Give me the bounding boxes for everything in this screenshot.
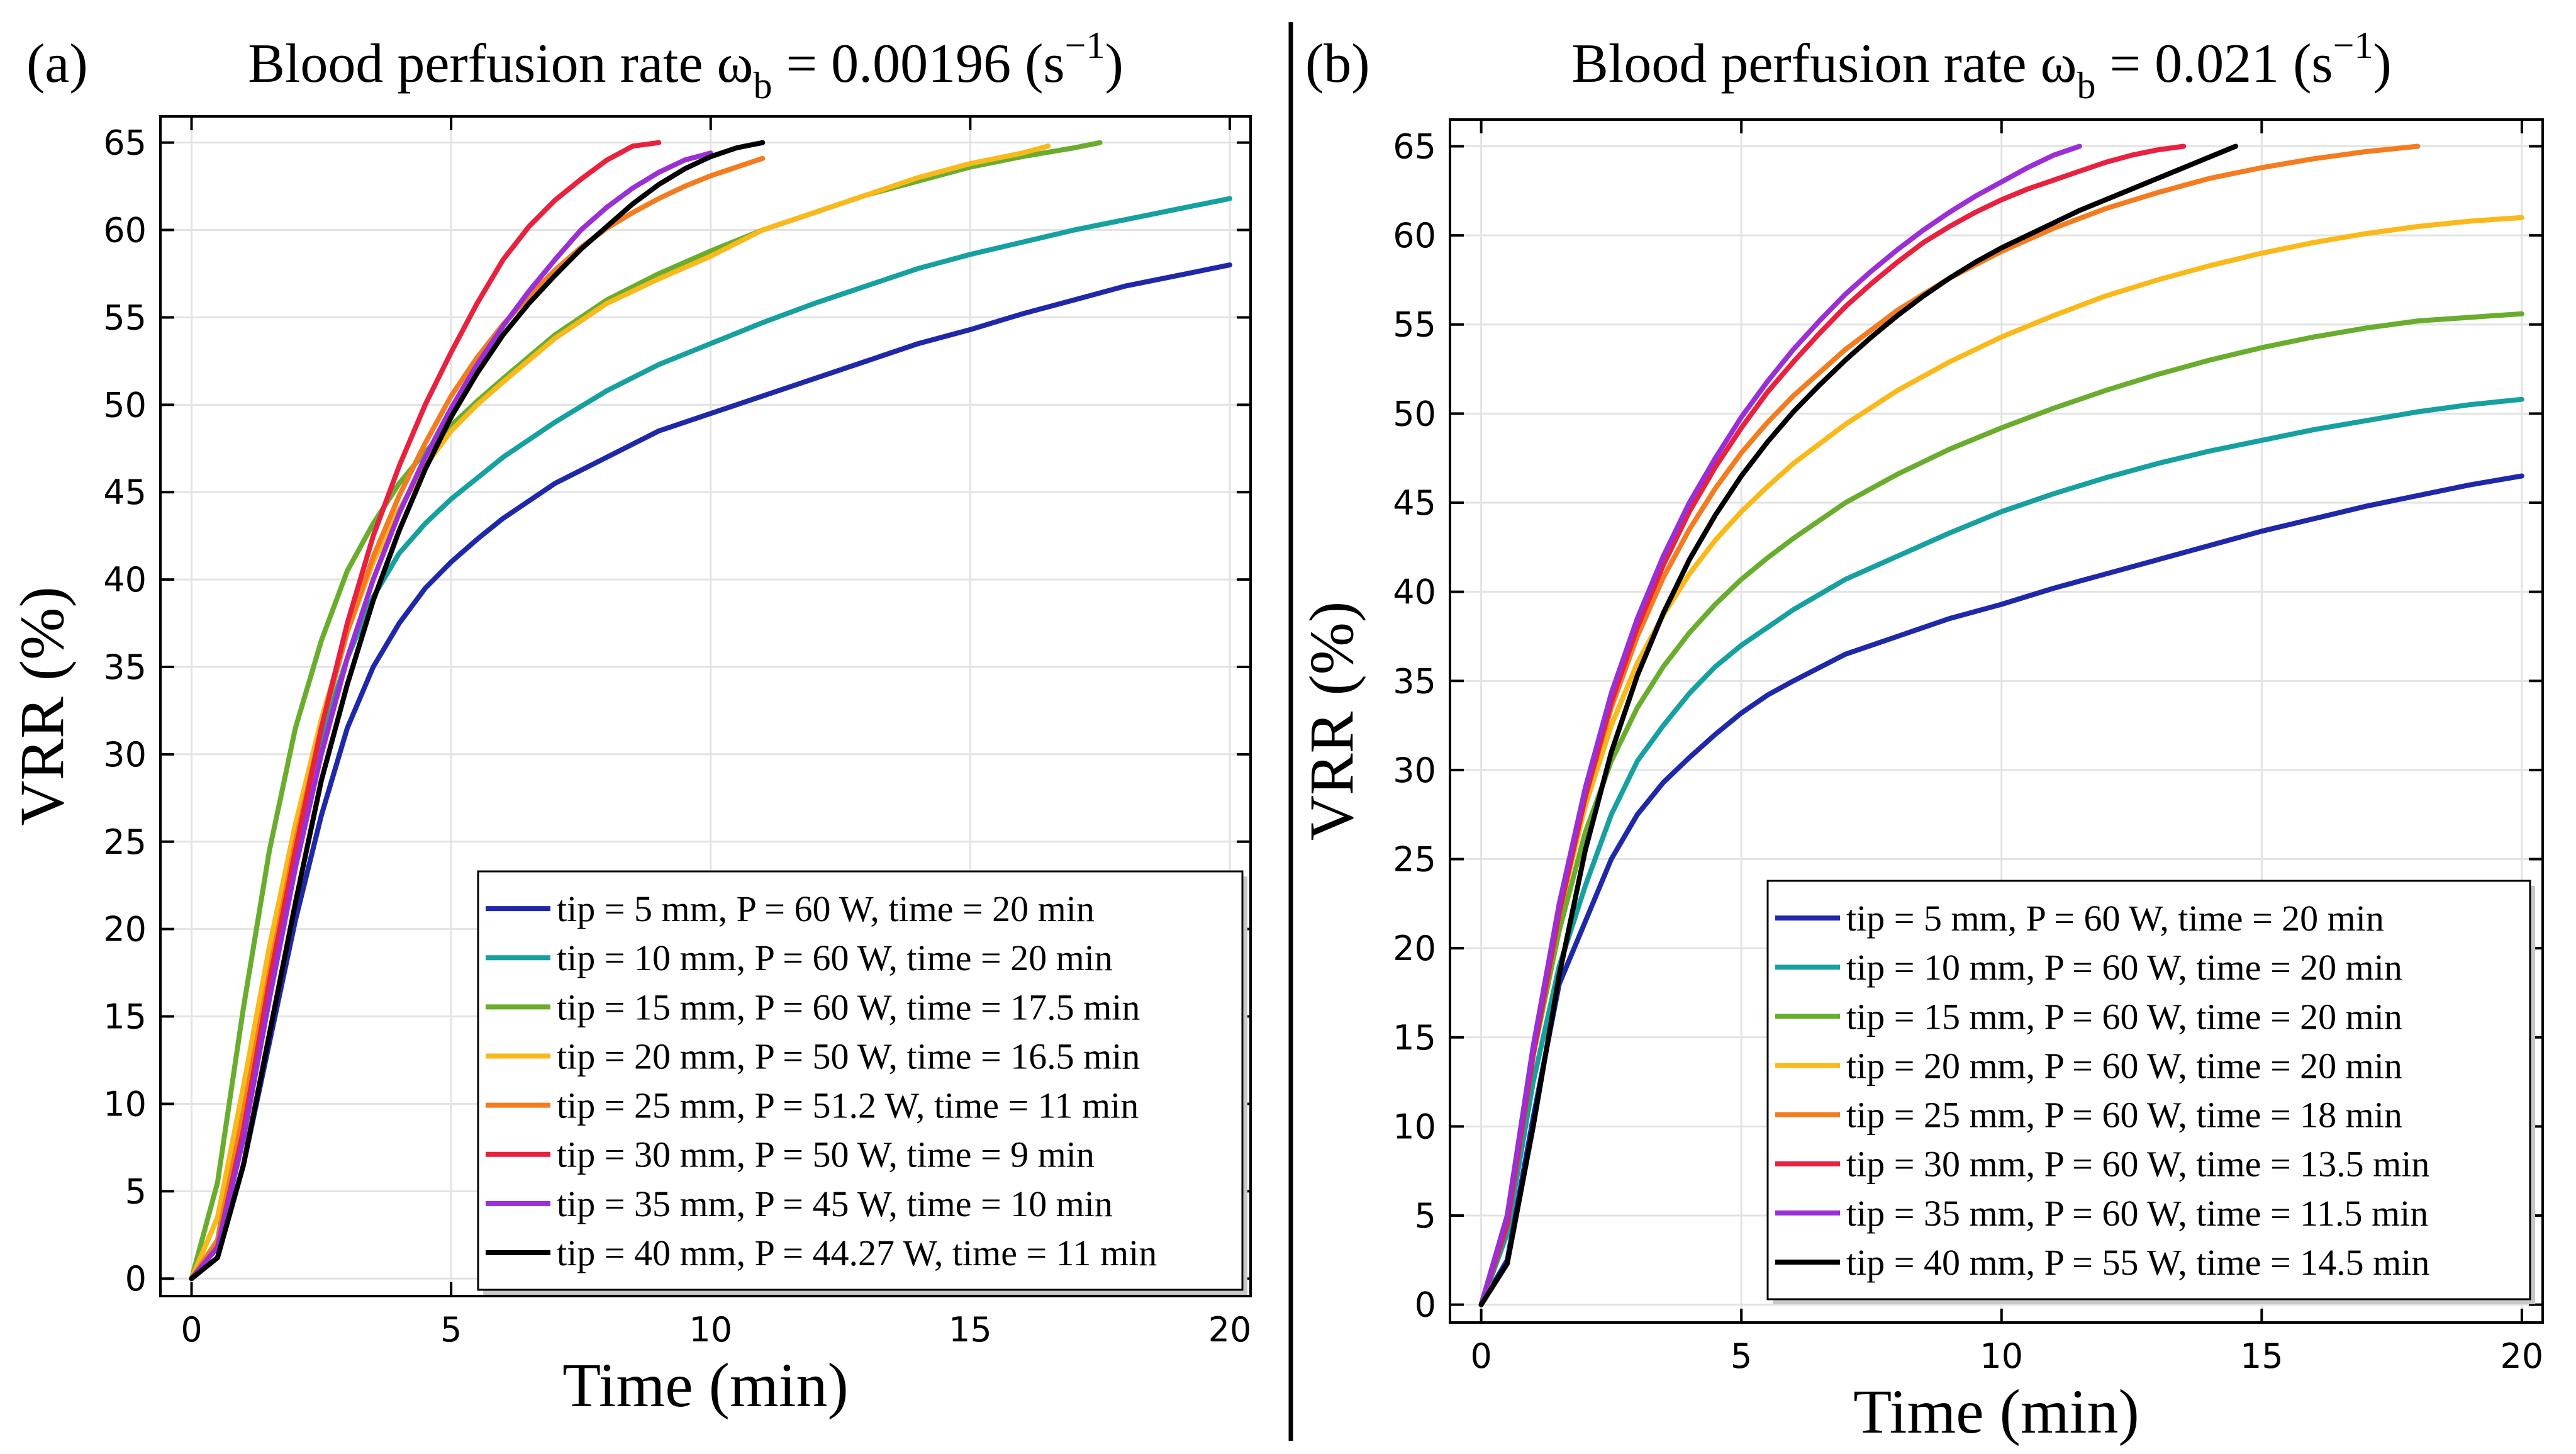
y-tick-label: 60 [103, 211, 147, 250]
axes-frame [1449, 118, 2544, 1324]
x-axis-label: Time (min) [562, 1350, 849, 1420]
y-tick-label: 20 [103, 910, 147, 949]
y-tick-label: 65 [1393, 126, 1436, 166]
x-tick-label: 15 [949, 1310, 992, 1350]
series-line-7 [189, 150, 713, 1282]
legend-entry: tip = 5 mm, P = 60 W, time = 20 min [1846, 898, 2384, 939]
legend-entry: tip = 35 mm, P = 45 W, time = 10 min [557, 1183, 1113, 1224]
legend-entry: tip = 5 mm, P = 60 W, time = 20 min [557, 888, 1095, 929]
series-line-1 [189, 262, 1232, 1282]
legend-entry: tip = 30 mm, P = 60 W, time = 13.5 min [1846, 1144, 2429, 1185]
legend-entry: tip = 20 mm, P = 50 W, time = 16.5 min [557, 1036, 1140, 1077]
series-line-7 [1478, 143, 2082, 1307]
y-axis-label: VRR (%) [1296, 601, 1366, 841]
y-tick-label: 20 [1393, 929, 1436, 968]
y-axis-label: VRR (%) [7, 586, 77, 826]
y-tick-label: 0 [125, 1259, 147, 1299]
legend-entry: tip = 25 mm, P = 60 W, time = 18 min [1846, 1095, 2402, 1136]
y-tick-label: 40 [1393, 573, 1436, 612]
y-tick-label: 50 [1393, 394, 1436, 433]
panel-a: (a) Blood perfusion rate ωb = 0.00196 (s−… [7, 25, 1252, 1420]
legend-box [477, 870, 1244, 1291]
series-line-6 [189, 140, 662, 1282]
x-tick-label: 20 [1208, 1310, 1252, 1350]
y-tick-label: 35 [1393, 661, 1436, 701]
legend-entry: tip = 20 mm, P = 60 W, time = 20 min [1846, 1045, 2402, 1086]
series-line-4 [189, 143, 1051, 1282]
series-line-3 [189, 140, 1103, 1282]
series-line-1 [1478, 473, 2524, 1307]
y-tick-label: 65 [103, 123, 147, 163]
y-tick-label: 5 [125, 1172, 147, 1211]
series-line-2 [1478, 396, 2524, 1307]
x-tick-label: 5 [440, 1310, 462, 1350]
legend-entry: tip = 10 mm, P = 60 W, time = 20 min [557, 937, 1113, 978]
y-tick-label: 30 [1393, 751, 1436, 790]
y-tick-label: 10 [1393, 1107, 1436, 1146]
panel-label: (b) [1305, 33, 1370, 94]
panel-label: (a) [26, 33, 88, 94]
legend-entry: tip = 35 mm, P = 60 W, time = 11.5 min [1846, 1193, 2428, 1234]
legend-entry: tip = 40 mm, P = 55 W, time = 14.5 min [1846, 1242, 2429, 1283]
y-tick-label: 40 [103, 560, 147, 600]
y-tick-label: 25 [1393, 840, 1436, 880]
x-tick-label: 10 [689, 1310, 732, 1350]
x-tick-label: 5 [1731, 1336, 1752, 1376]
y-tick-label: 25 [103, 822, 147, 862]
panel-b: (b) Blood perfusion rate ωb = 0.021 (s−1)… [1296, 25, 2544, 1446]
legend-entry: tip = 15 mm, P = 60 W, time = 20 min [1846, 996, 2402, 1037]
chart-title: Blood perfusion rate ωb = 0.00196 (s−1) [248, 25, 1124, 106]
chart-title: Blood perfusion rate ωb = 0.021 (s−1) [1571, 25, 2392, 106]
x-tick-label: 0 [181, 1310, 202, 1350]
x-tick-label: 0 [1470, 1336, 1492, 1376]
y-tick-label: 5 [1415, 1196, 1436, 1236]
axes-frame [159, 115, 1252, 1297]
series-line-8 [1478, 143, 2238, 1307]
series-line-4 [1478, 215, 2524, 1307]
y-tick-label: 50 [103, 385, 147, 425]
y-tick-label: 45 [103, 473, 147, 512]
legend-entry: tip = 25 mm, P = 51.2 W, time = 11 min [557, 1085, 1139, 1126]
y-tick-label: 10 [103, 1084, 147, 1124]
y-tick-label: 0 [1415, 1285, 1436, 1325]
x-tick-label: 10 [1980, 1336, 2023, 1376]
x-tick-label: 20 [2501, 1336, 2544, 1376]
x-axis-label: Time (min) [1853, 1377, 2139, 1446]
series-line-8 [189, 140, 766, 1282]
y-tick-label: 35 [103, 647, 147, 687]
legend-entry: tip = 15 mm, P = 60 W, time = 17.5 min [557, 987, 1140, 1027]
y-tick-label: 30 [103, 735, 147, 775]
legend-entry: tip = 30 mm, P = 50 W, time = 9 min [557, 1134, 1095, 1175]
y-tick-label: 55 [103, 298, 147, 337]
y-tick-label: 15 [103, 997, 147, 1037]
y-tick-label: 60 [1393, 216, 1436, 255]
y-tick-label: 15 [1393, 1018, 1436, 1058]
legend-box [1766, 880, 2531, 1300]
y-tick-label: 55 [1393, 305, 1436, 345]
legend-entry: tip = 40 mm, P = 44.27 W, time = 11 min [557, 1233, 1157, 1273]
legend-entry: tip = 10 mm, P = 60 W, time = 20 min [1846, 947, 2402, 988]
y-tick-label: 45 [1393, 483, 1436, 523]
x-tick-label: 15 [2240, 1336, 2283, 1376]
